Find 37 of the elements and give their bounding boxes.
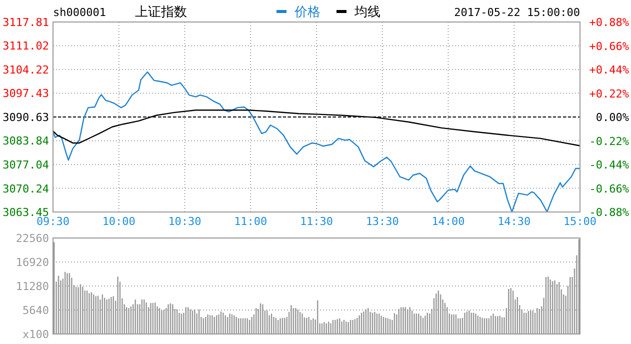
x-tick-label: 10:00 — [102, 215, 136, 228]
y-tick-label: 3104.22 — [2, 64, 49, 76]
y2-tick-label: +0.44% — [589, 64, 630, 76]
y-tick-label: 5640 — [22, 304, 49, 317]
y-tick-label: 3117.81 — [2, 16, 49, 29]
line-series — [52, 71, 581, 212]
y-tick-label: 3077.04 — [2, 158, 50, 172]
y-tick-label: x100 — [22, 328, 49, 341]
line-series — [52, 110, 581, 146]
x-tick-label: 11:00 — [234, 215, 268, 228]
text: 2017-05-22 15:00:00 — [454, 6, 580, 19]
y2-tick-label: +0.66% — [589, 40, 630, 53]
x-tick-label: 13:30 — [366, 215, 399, 228]
y2-tick-label: 0.00% — [596, 111, 630, 124]
x-tick-label: 15:00 — [563, 215, 597, 228]
x-tick-label: 14:00 — [432, 215, 465, 228]
x-tick-label: 10:30 — [168, 215, 202, 228]
y-tick-label: 3097.43 — [2, 87, 49, 100]
y2-tick-label: -0.66% — [589, 182, 630, 196]
y-tick-label: 3090.63 — [2, 111, 49, 124]
chart-title: 上证指数 — [135, 5, 187, 20]
y-tick-label: 3070.24 — [2, 182, 50, 196]
y-tick-label: 16920 — [16, 256, 49, 269]
y-tick-label: 3111.02 — [2, 40, 49, 53]
legend-label: 均线 — [354, 5, 380, 20]
chart-subtitle: sh000001 — [53, 6, 106, 19]
legend-label: 价格 — [294, 5, 320, 20]
y2-tick-label: +0.88% — [589, 16, 630, 29]
y2-tick-label: -0.22% — [589, 134, 630, 148]
y2-tick-label: -0.44% — [589, 158, 630, 172]
y2-tick-label: +0.22% — [589, 87, 630, 100]
y-tick-label: 3083.84 — [2, 134, 50, 148]
x-tick-label: 11:30 — [300, 215, 334, 228]
y-tick-label: 22560 — [16, 232, 49, 245]
y-tick-label: 11280 — [16, 280, 49, 293]
x-tick-label: 14:30 — [498, 215, 531, 228]
x-tick-label: 09:30 — [36, 215, 70, 228]
